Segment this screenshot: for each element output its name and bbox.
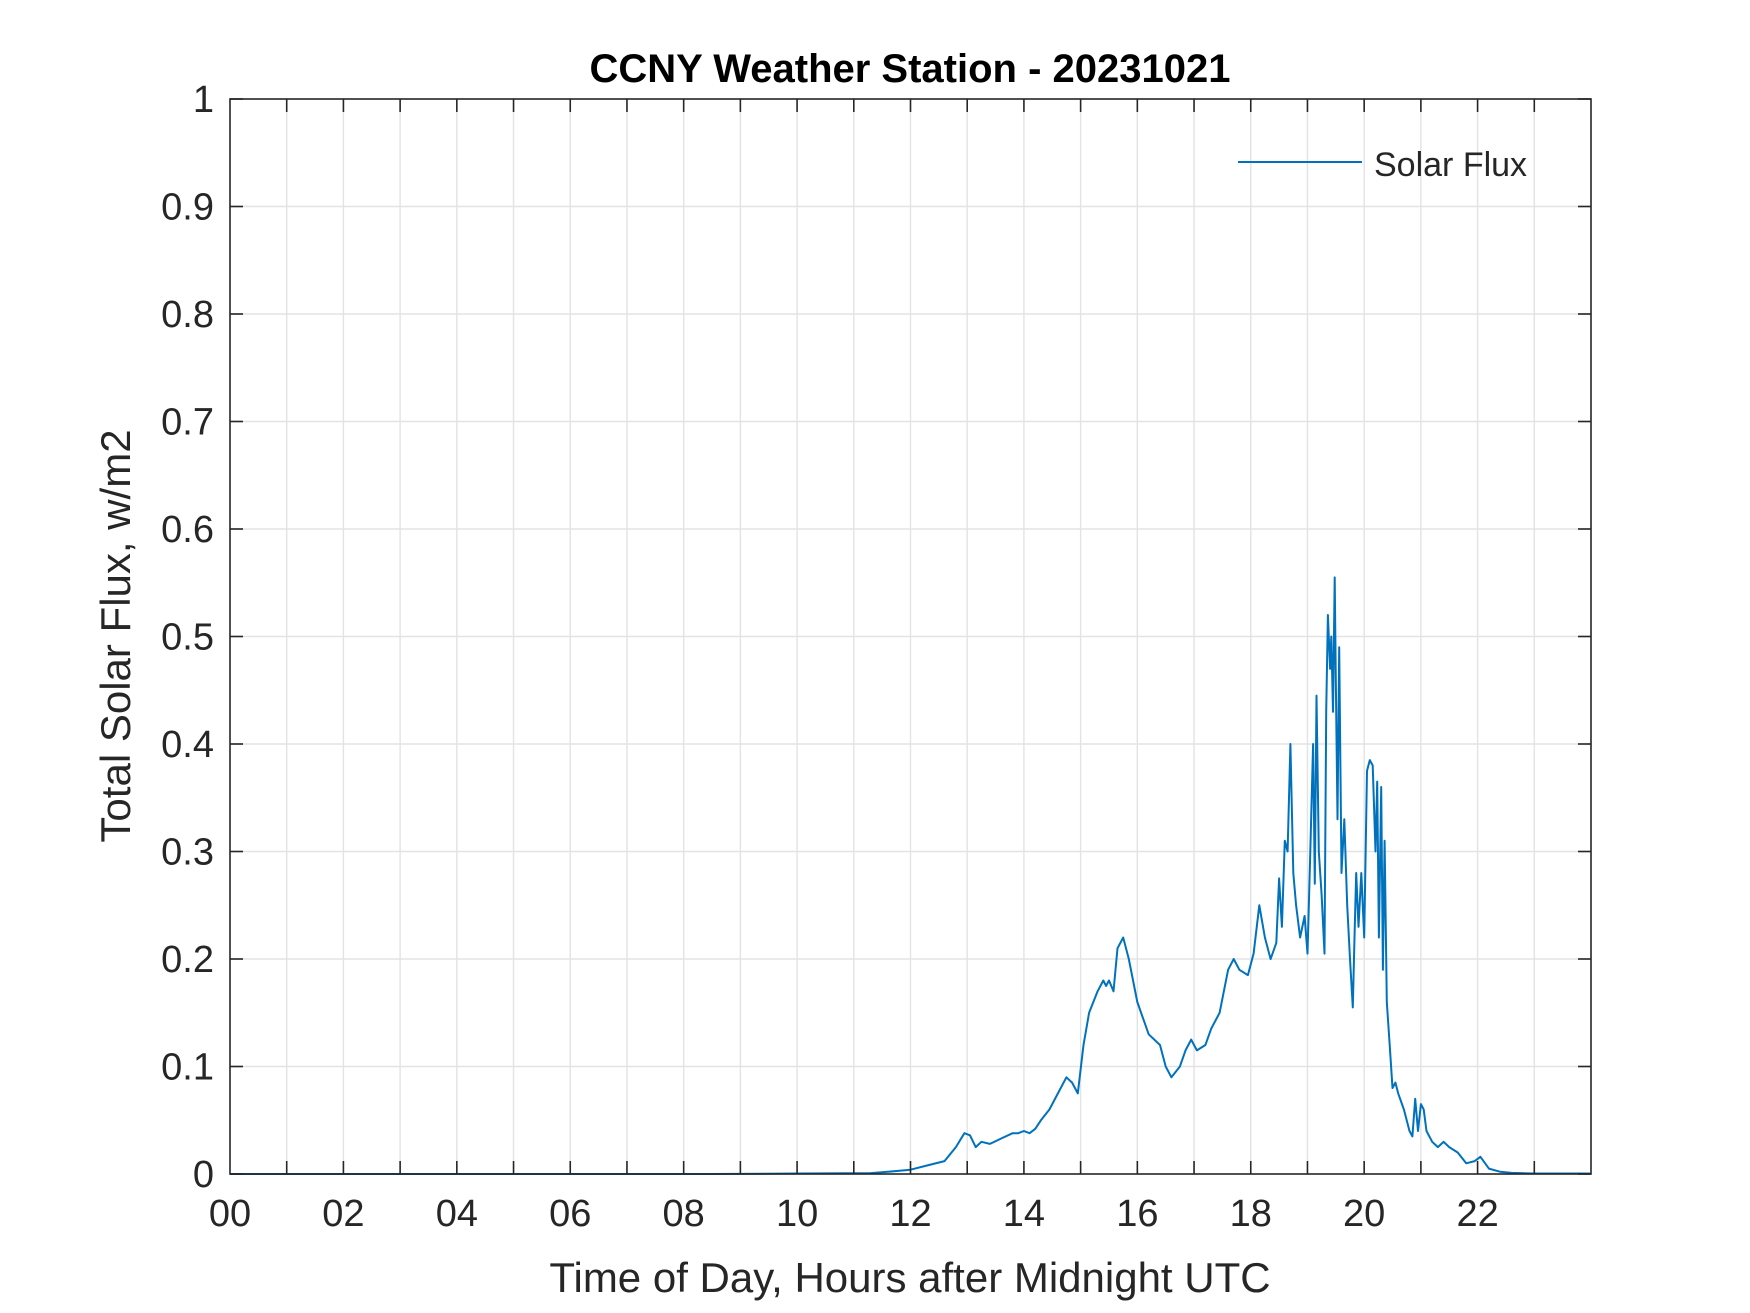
y-tick-label: 0.6	[161, 509, 214, 551]
x-tick-label: 14	[1003, 1193, 1045, 1235]
y-tick-label: 0.7	[161, 402, 214, 444]
x-tick-label: 08	[663, 1193, 705, 1235]
y-tick-label: 0.4	[161, 724, 214, 766]
y-axis-ticks	[230, 98, 1591, 1175]
x-tick-label: 10	[776, 1193, 818, 1235]
y-tick-label: 0.9	[161, 187, 214, 229]
y-tick-label: 0.3	[161, 832, 214, 874]
y-tick-label: 0.2	[161, 939, 214, 981]
chart-title: CCNY Weather Station - 20231021	[590, 47, 1231, 91]
legend: Solar Flux	[1238, 146, 1527, 184]
x-axis-ticks	[285, 99, 1536, 1174]
series-line-solar-flux	[230, 576, 1590, 1175]
y-grid-lines	[230, 205, 1591, 1068]
y-axis-label: Total Solar Flux, w/m2	[92, 429, 139, 842]
y-tick-label: 0.8	[161, 294, 214, 336]
x-tick-label: 12	[889, 1193, 931, 1235]
y-tick-label: 0	[193, 1154, 214, 1196]
x-tick-labels: 00 02 04 06 08 10 12 14 16 18 20 22	[209, 1193, 1499, 1235]
x-tick-label: 18	[1230, 1193, 1272, 1235]
legend-label-solar-flux: Solar Flux	[1374, 146, 1527, 184]
x-axis-label: Time of Day, Hours after Midnight UTC	[549, 1254, 1270, 1301]
x-tick-label: 06	[549, 1193, 591, 1235]
y-tick-labels: 0 0.1 0.2 0.3 0.4 0.5 0.6 0.7 0.8 0.9 1	[161, 79, 214, 1196]
x-tick-label: 02	[322, 1193, 364, 1235]
series-layer	[230, 576, 1590, 1175]
x-tick-label: 04	[436, 1193, 478, 1235]
y-tick-label: 0.5	[161, 617, 214, 659]
x-tick-label: 00	[209, 1193, 251, 1235]
x-tick-label: 16	[1116, 1193, 1158, 1235]
y-tick-label: 1	[193, 79, 214, 121]
x-tick-label: 22	[1456, 1193, 1498, 1235]
x-tick-label: 20	[1343, 1193, 1385, 1235]
y-tick-label: 0.1	[161, 1047, 214, 1089]
